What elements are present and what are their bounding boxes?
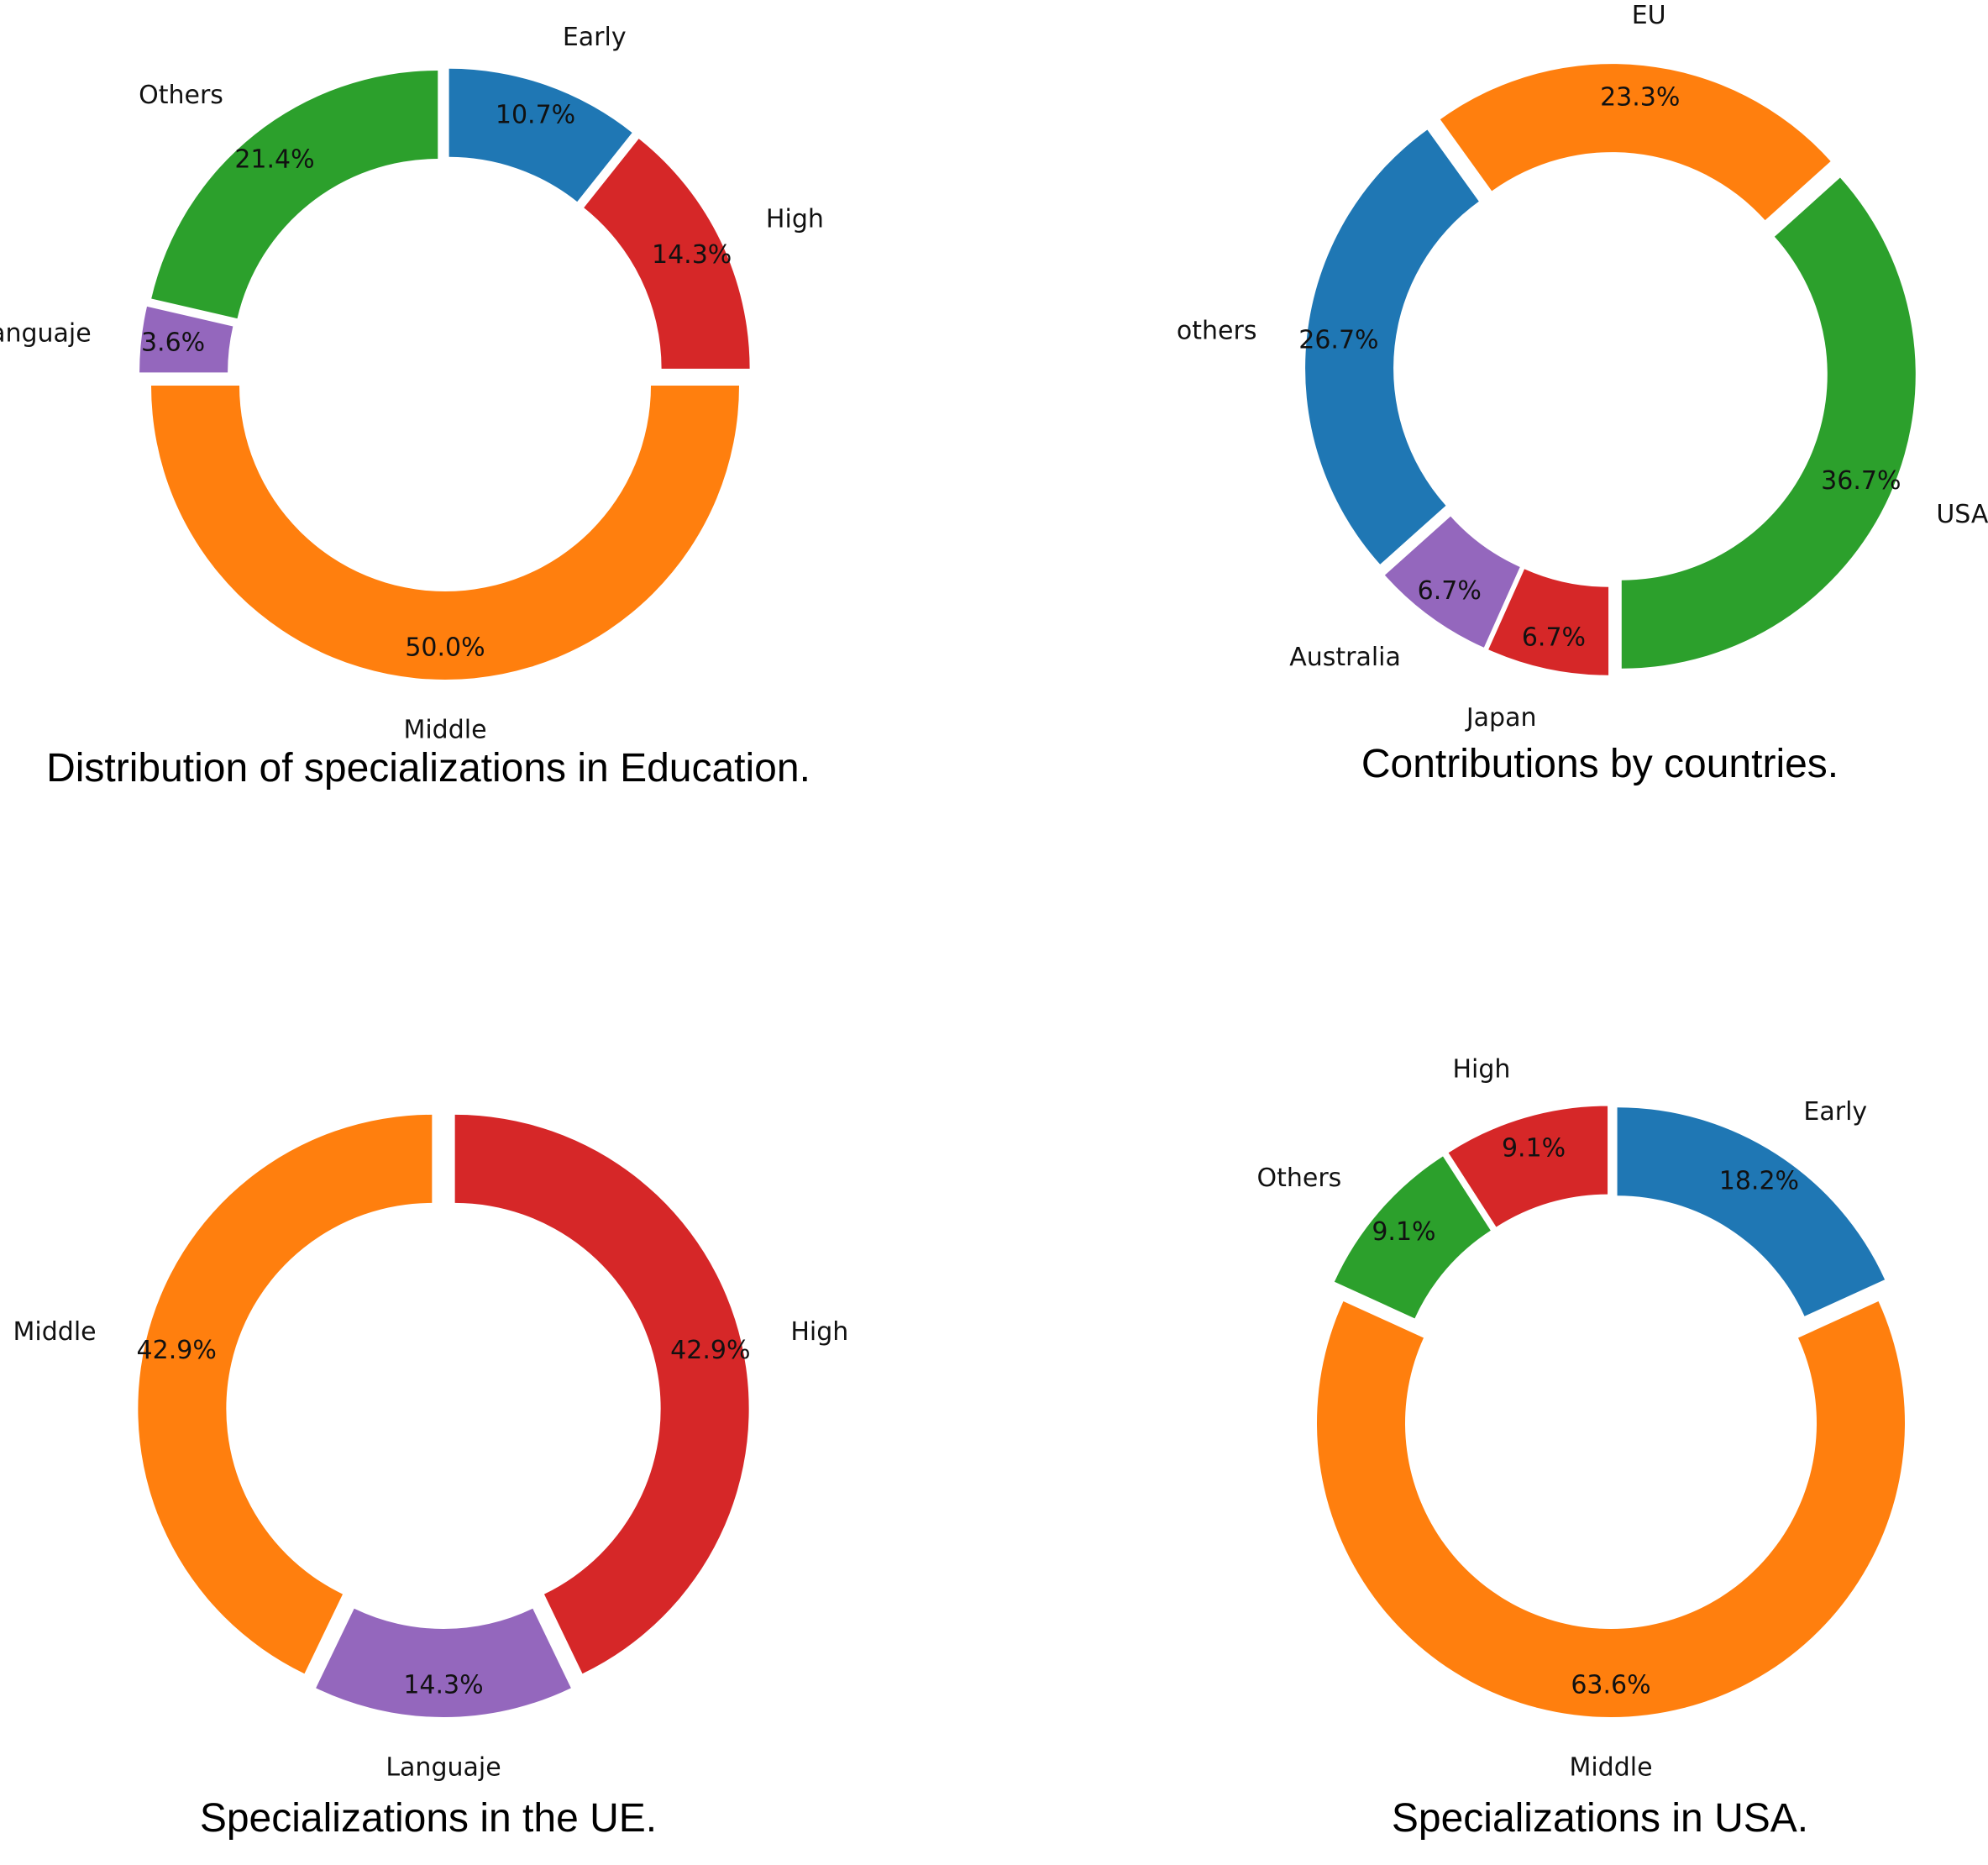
slice-category-label: Others [1257,1164,1342,1193]
donut-slice-others [1305,129,1479,565]
donut-slice-high [454,1114,749,1674]
slice-percent-label: 3.6% [141,328,205,358]
chart-usa: Specializations in USA. 9.1% High 9.1% Othe… [1257,1055,1905,1841]
slice-percent-label: 9.1% [1502,1134,1566,1164]
donut-slice-japan [1488,569,1609,675]
slice-category-label: Middle [1569,1753,1652,1783]
slice-category-label: Japan [1465,703,1537,733]
slice-category-label: Middle [403,716,486,745]
slice-category-label: High [1452,1055,1510,1085]
slice-percent-label: 42.9% [670,1336,750,1365]
donut-slice-early [1617,1107,1886,1316]
donut-slice-high [584,139,750,369]
donut-slice-others [151,71,438,319]
slice-category-label: others [1177,317,1257,346]
donut-slice-early [448,68,632,202]
slice-category-label: Others [139,81,223,110]
donut-slice-eu [1440,64,1831,221]
slice-percent-label: 50.0% [405,633,485,663]
slice-percent-label: 26.7% [1298,325,1378,355]
slice-category-label: High [790,1317,848,1347]
slice-category-label: Early [1803,1097,1867,1127]
donut-slice-middle [1316,1300,1905,1717]
chart-title: Distribution of specializations in Educa… [46,746,810,791]
donut-slice-middle [151,386,739,680]
donut-slice-high [1448,1106,1608,1227]
slice-percent-label: 23.3% [1600,82,1680,112]
slice-percent-label: 18.2% [1719,1166,1799,1195]
chart-countries: Contributions by countries. 36.7% USA 23.3… [1177,1,1988,786]
slice-category-label: USA [1936,500,1988,529]
chart-title: Specializations in USA. [1392,1796,1808,1841]
chart-title: Specializations in the UE. [200,1796,657,1841]
slice-category-label: Middle [13,1317,97,1347]
donut-slice-australia [1384,516,1520,648]
chart-education: Distribution of specializations in Educa… [0,23,824,791]
slice-percent-label: 14.3% [652,240,732,270]
slice-percent-label: 21.4% [234,144,314,174]
slice-percent-label: 14.3% [403,1671,483,1700]
donut-slice-others [1334,1156,1491,1319]
slice-category-label: Languaje [386,1753,501,1783]
slice-percent-label: 63.6% [1571,1671,1650,1700]
donut-slice-languaje [316,1608,571,1717]
slice-percent-label: 10.7% [496,101,575,130]
slice-percent-label: 36.7% [1821,466,1901,496]
chart-ue: Specializations in the UE. 42.9% Middle 14… [13,1114,848,1841]
donut-slice-middle [138,1114,433,1674]
slice-percent-label: 9.1% [1372,1217,1435,1247]
slice-percent-label: 42.9% [137,1336,217,1365]
slice-percent-label: 6.7% [1418,576,1482,606]
slice-category-label: High [766,204,824,234]
slice-category-label: EU [1632,1,1666,30]
donut-slice-languaje [139,306,233,373]
slice-percent-label: 6.7% [1522,623,1586,652]
slice-category-label: Early [563,23,627,52]
slice-category-label: Australia [1289,643,1401,672]
slice-category-label: Languaje [0,319,92,349]
chart-title: Contributions by countries. [1361,742,1839,786]
donut-slice-usa [1621,177,1916,669]
